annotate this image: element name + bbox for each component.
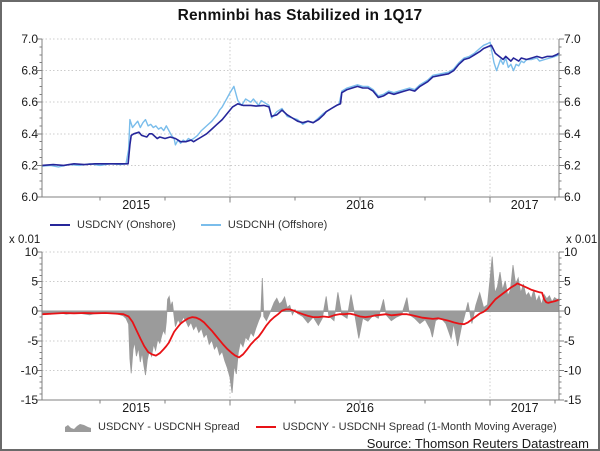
svg-text:-15: -15: [21, 393, 39, 407]
svg-text:6.4: 6.4: [21, 127, 38, 141]
spread-area-swatch: [65, 422, 91, 433]
usdcnh-offshore--line: [41, 41, 560, 168]
legend-item-usdcny: USDCNY (Onshore): [50, 219, 176, 231]
legend-item-usdcnh: USDCNH (Offshore): [200, 219, 328, 231]
usdcny-onshore--line: [41, 44, 560, 167]
spread-ma-line-swatch: [255, 425, 276, 429]
svg-text:2017: 2017: [511, 401, 539, 415]
svg-text:10: 10: [25, 245, 39, 259]
legend-item-spread: USDCNY - USDCNH Spread: [65, 421, 240, 433]
svg-text:5: 5: [31, 275, 38, 289]
svg-text:6.4: 6.4: [564, 127, 581, 141]
svg-text:2016: 2016: [346, 401, 374, 415]
svg-text:5: 5: [564, 275, 571, 289]
svg-text:-15: -15: [564, 393, 582, 407]
top-chart-legend: USDCNY (Onshore) USDCNH (Offshore): [42, 219, 327, 231]
spread-area: [42, 256, 560, 393]
svg-text:7.0: 7.0: [21, 32, 38, 46]
svg-text:6.2: 6.2: [564, 158, 581, 172]
top-chart: 7.0 7.0 6.8 6.8 6.6 6.6 6.4 6.4 6.2 6.2 6.0 6.0 2015…: [21, 32, 581, 212]
source-note: Source: Thomson Reuters Datastream: [366, 436, 589, 451]
y-unit-label-left: x 0.01: [9, 234, 41, 246]
svg-text:6.8: 6.8: [21, 64, 38, 78]
svg-text:2017: 2017: [511, 198, 539, 212]
legend-item-spread-ma: USDCNY - USDCNH Spread (1-Month Moving A…: [255, 421, 557, 433]
usdcnh-line-swatch: [200, 223, 221, 227]
svg-text:7.0: 7.0: [564, 32, 581, 46]
usdcny-usdcnh-spread-1-month-moving-average--line: [41, 282, 560, 359]
svg-text:6.6: 6.6: [564, 95, 581, 109]
svg-text:6.6: 6.6: [21, 95, 38, 109]
svg-text:2016: 2016: [346, 198, 374, 212]
svg-text:0: 0: [31, 304, 38, 318]
svg-text:-10: -10: [21, 363, 39, 377]
spread-ma-legend-label: USDCNY - USDCNH Spread (1-Month Moving A…: [282, 421, 557, 433]
bottom-chart: 10 10 5 5 0 0 -5 -5 -10 -10 -15 -15 2015 2016 2017: [21, 245, 582, 415]
svg-text:-5: -5: [27, 334, 38, 348]
svg-text:-5: -5: [564, 334, 575, 348]
page-title: Renminbi has Stabilized in 1Q17: [177, 7, 423, 24]
svg-text:6.0: 6.0: [21, 190, 38, 204]
svg-text:6.0: 6.0: [564, 190, 581, 204]
bottom-chart-legend: USDCNY - USDCNH Spread USDCNY - USDCNH S…: [42, 421, 557, 433]
y-unit-label-right: x 0.01: [566, 234, 598, 246]
usdcny-legend-label: USDCNY (Onshore): [77, 219, 176, 231]
svg-text:6.8: 6.8: [564, 64, 581, 78]
svg-text:-10: -10: [564, 363, 582, 377]
svg-text:10: 10: [564, 245, 578, 259]
svg-text:6.2: 6.2: [21, 158, 38, 172]
usdcnh-legend-label: USDCNH (Offshore): [227, 219, 328, 231]
svg-text:2015: 2015: [122, 401, 150, 415]
svg-text:0: 0: [564, 304, 571, 318]
spread-legend-label: USDCNY - USDCNH Spread: [98, 421, 240, 433]
svg-text:2015: 2015: [122, 198, 150, 212]
usdcny-line-swatch: [50, 223, 70, 227]
